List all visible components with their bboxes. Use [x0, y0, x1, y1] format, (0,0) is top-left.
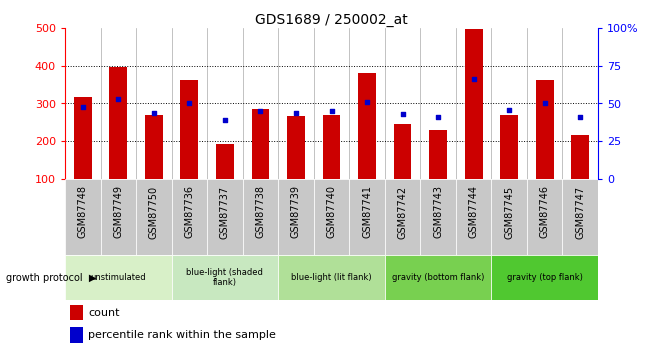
Text: GSM87745: GSM87745 [504, 186, 514, 239]
Text: GSM87736: GSM87736 [185, 186, 194, 238]
Bar [136, 179, 172, 255]
Bar [491, 179, 527, 255]
Bar [385, 179, 421, 255]
Point [397, 111, 408, 117]
Title: GDS1689 / 250002_at: GDS1689 / 250002_at [255, 12, 408, 27]
Bar [252, 109, 269, 179]
Bar [101, 179, 136, 255]
Bar [109, 67, 127, 179]
Bar [349, 179, 385, 255]
Bar [74, 97, 92, 179]
Text: GSM87738: GSM87738 [255, 186, 265, 238]
Point [184, 101, 194, 106]
Point [504, 107, 514, 112]
Bar [70, 327, 83, 343]
Bar [278, 255, 385, 300]
Bar [278, 179, 314, 255]
Bar [358, 73, 376, 179]
Bar [571, 135, 589, 179]
Text: GSM87747: GSM87747 [575, 186, 585, 239]
Bar [500, 115, 518, 179]
Text: GSM87748: GSM87748 [78, 186, 88, 238]
Bar [287, 116, 305, 179]
Bar [465, 29, 482, 179]
Point [149, 110, 159, 115]
Text: blue-light (lit flank): blue-light (lit flank) [291, 273, 372, 282]
Bar [527, 179, 562, 255]
Bar [207, 179, 242, 255]
Bar [429, 130, 447, 179]
Bar [421, 179, 456, 255]
Bar [172, 179, 207, 255]
Text: GSM87750: GSM87750 [149, 186, 159, 239]
Bar [65, 255, 172, 300]
Text: GSM87739: GSM87739 [291, 186, 301, 238]
Point [362, 99, 372, 105]
Bar [456, 179, 491, 255]
Bar [562, 179, 598, 255]
Bar [145, 115, 162, 179]
Point [220, 117, 230, 123]
Point [575, 115, 586, 120]
Point [433, 115, 443, 120]
Text: GSM87744: GSM87744 [469, 186, 478, 238]
Text: GSM87749: GSM87749 [113, 186, 124, 238]
Bar [536, 80, 554, 179]
Point [255, 108, 266, 114]
Bar [385, 255, 491, 300]
Text: GSM87741: GSM87741 [362, 186, 372, 238]
Text: GSM87740: GSM87740 [326, 186, 337, 238]
Text: blue-light (shaded
flank): blue-light (shaded flank) [187, 268, 263, 287]
Text: gravity (top flank): gravity (top flank) [507, 273, 582, 282]
Text: GSM87742: GSM87742 [398, 186, 408, 239]
Point [469, 77, 479, 82]
Point [77, 104, 88, 109]
Text: GSM87737: GSM87737 [220, 186, 230, 239]
Bar [181, 80, 198, 179]
Text: GSM87743: GSM87743 [433, 186, 443, 238]
Text: percentile rank within the sample: percentile rank within the sample [88, 330, 276, 340]
Bar [65, 179, 101, 255]
Point [291, 110, 301, 115]
Bar [314, 179, 349, 255]
Point [540, 101, 550, 106]
Bar [491, 255, 598, 300]
Text: unstimulated: unstimulated [90, 273, 146, 282]
Bar [70, 305, 83, 320]
Bar [322, 115, 341, 179]
Bar [216, 145, 234, 179]
Text: GSM87746: GSM87746 [540, 186, 550, 238]
Text: count: count [88, 308, 120, 318]
Text: growth protocol  ▶: growth protocol ▶ [6, 273, 97, 283]
Point [326, 108, 337, 114]
Text: gravity (bottom flank): gravity (bottom flank) [392, 273, 484, 282]
Point [113, 96, 124, 102]
Bar [172, 255, 278, 300]
Bar [242, 179, 278, 255]
Bar [394, 124, 411, 179]
